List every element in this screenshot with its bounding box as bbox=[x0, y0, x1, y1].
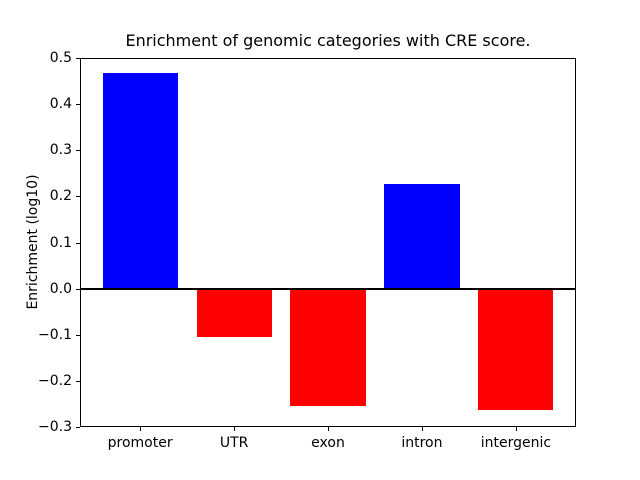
y-tick-label: 0.4 bbox=[49, 96, 72, 113]
y-tick-mark bbox=[76, 104, 80, 106]
y-tick-mark bbox=[76, 58, 80, 59]
y-tick-label: −0.1 bbox=[38, 326, 72, 343]
bar-UTR bbox=[196, 288, 272, 337]
x-tick-label: intron bbox=[401, 435, 443, 451]
x-tick-mark bbox=[140, 427, 142, 431]
y-tick-mark bbox=[76, 380, 80, 382]
x-tick-mark bbox=[421, 427, 423, 431]
x-tick-mark bbox=[328, 427, 329, 431]
y-tick-mark bbox=[76, 427, 80, 428]
x-tick-label: intergenic bbox=[480, 435, 552, 451]
x-tick-label: promoter bbox=[107, 435, 173, 451]
y-tick-label: −0.3 bbox=[38, 419, 72, 435]
x-tick-mark bbox=[234, 427, 236, 431]
bar-promoter bbox=[102, 73, 178, 289]
zero-line bbox=[80, 287, 576, 290]
bar-exon bbox=[290, 288, 366, 406]
y-tick-label: 0.2 bbox=[49, 188, 72, 205]
bar-intergenic bbox=[478, 288, 554, 410]
y-tick-label: 0.0 bbox=[49, 280, 72, 297]
bar-intron bbox=[384, 183, 460, 289]
y-tick-mark bbox=[76, 150, 80, 152]
y-tick-mark bbox=[76, 288, 80, 290]
y-tick-label: 0.5 bbox=[49, 50, 72, 66]
y-tick-mark bbox=[76, 242, 80, 244]
y-tick-mark bbox=[76, 196, 80, 198]
y-tick-label: 0.3 bbox=[49, 142, 72, 159]
y-tick-mark bbox=[76, 334, 80, 336]
x-tick-label: exon bbox=[311, 435, 345, 451]
x-tick-mark bbox=[515, 427, 517, 431]
chart-title: Enrichment of genomic categories with CR… bbox=[125, 31, 531, 50]
y-tick-label: 0.1 bbox=[49, 234, 72, 251]
x-tick-label: UTR bbox=[219, 435, 249, 451]
y-tick-label: −0.2 bbox=[38, 372, 72, 389]
